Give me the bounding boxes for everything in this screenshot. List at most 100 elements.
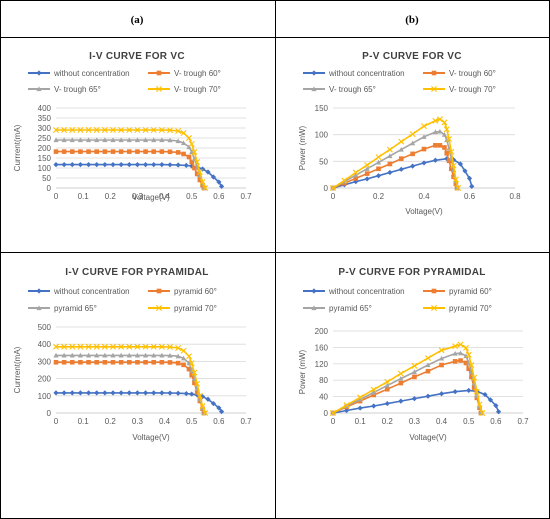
data-point [86,359,91,365]
data-point [384,400,390,407]
legend-marker [431,305,437,311]
data-point [444,137,450,143]
legend-item: pyramid 60° [148,287,217,296]
data-point [188,141,195,147]
data-point [463,360,469,366]
x-axis-label: Voltage(V) [132,193,170,202]
legend-marker [156,70,162,76]
data-point [158,127,165,133]
data-point [143,359,148,365]
data-point [487,397,494,403]
data-point [134,127,141,133]
data-point [118,127,125,133]
x-tick-label: 0.6 [213,192,225,201]
x-tick-label: 0.5 [463,417,475,426]
series-line [332,343,484,414]
data-point [77,343,84,350]
data-point [357,394,364,401]
data-point [61,162,67,168]
legend-label: V- trough 65° [329,85,376,94]
data-point [85,343,92,350]
data-point [118,359,124,365]
data-point [167,149,173,155]
legend-marker [156,86,162,92]
data-point [421,160,427,166]
y-tick-label: 50 [319,157,328,166]
x-axis-label: Voltage(V) [405,207,443,216]
legend-label: pyramid 70° [449,304,492,313]
data-point [352,169,359,176]
legend-label: pyramid 70° [174,304,217,313]
data-point [102,390,108,396]
data-point [343,407,350,414]
data-point [353,176,359,181]
data-point [69,343,76,350]
legend-marker [36,86,42,92]
data-point [181,151,186,157]
chart-title: I-V CURVE FOR PYRAMIDAL [65,267,208,278]
x-tick-label: 0.6 [213,417,225,426]
data-point [194,159,201,165]
data-point [101,127,108,133]
data-point [53,390,59,396]
y-tick-label: 40 [319,393,328,402]
data-point [61,390,67,396]
data-point [110,343,116,350]
y-tick-label: 160 [315,343,329,352]
series-3 [53,127,209,191]
data-point [493,403,499,409]
legend-item: without concentration [303,69,405,78]
data-point [102,137,108,143]
data-point [457,350,464,356]
data-point [364,162,371,169]
legend-marker [36,288,42,294]
data-point [142,137,149,143]
data-point [69,352,75,358]
data-point [465,351,472,358]
data-point [159,359,165,365]
data-point [118,162,124,168]
data-point [387,169,393,176]
y-tick-label: 200 [38,375,52,384]
data-point [425,368,431,374]
data-point [142,127,149,133]
data-point [134,162,141,168]
series-1 [330,358,484,416]
data-point [343,402,350,409]
data-point [69,127,76,133]
y-axis-label: Currrent(mA) [13,346,22,393]
y-axis-label: Power (mW) [298,125,307,170]
series-line [56,346,207,414]
data-point [134,390,141,396]
data-point [118,149,124,154]
data-point [202,185,209,191]
x-tick-label: 0.4 [159,192,171,201]
legend-item: V- trough 60° [148,69,221,78]
data-point [126,137,132,143]
data-point [410,163,416,169]
y-tick-label: 300 [38,357,52,366]
data-point [150,343,157,350]
data-point [77,390,84,396]
x-tick-label: 0.3 [132,417,144,426]
data-point [398,166,404,172]
y-axis-label: Power (mW) [298,349,307,394]
data-point [142,352,149,358]
data-point [175,128,182,134]
legend-marker [156,305,162,311]
y-tick-label: 150 [315,104,329,113]
data-point [86,149,91,154]
legend-label: V- trough 70° [174,85,221,94]
data-point [135,359,140,365]
y-tick-label: 200 [315,327,329,336]
data-point [341,177,348,184]
data-point [469,374,474,380]
legend-marker [431,70,437,76]
y-axis-label: Currrent(mA) [13,124,22,171]
x-axis-label: Voltage(V) [409,433,447,442]
data-point [175,390,181,396]
data-point [473,388,480,395]
data-point [194,380,201,387]
y-tick-label: 0 [324,184,329,193]
data-point [175,353,181,359]
